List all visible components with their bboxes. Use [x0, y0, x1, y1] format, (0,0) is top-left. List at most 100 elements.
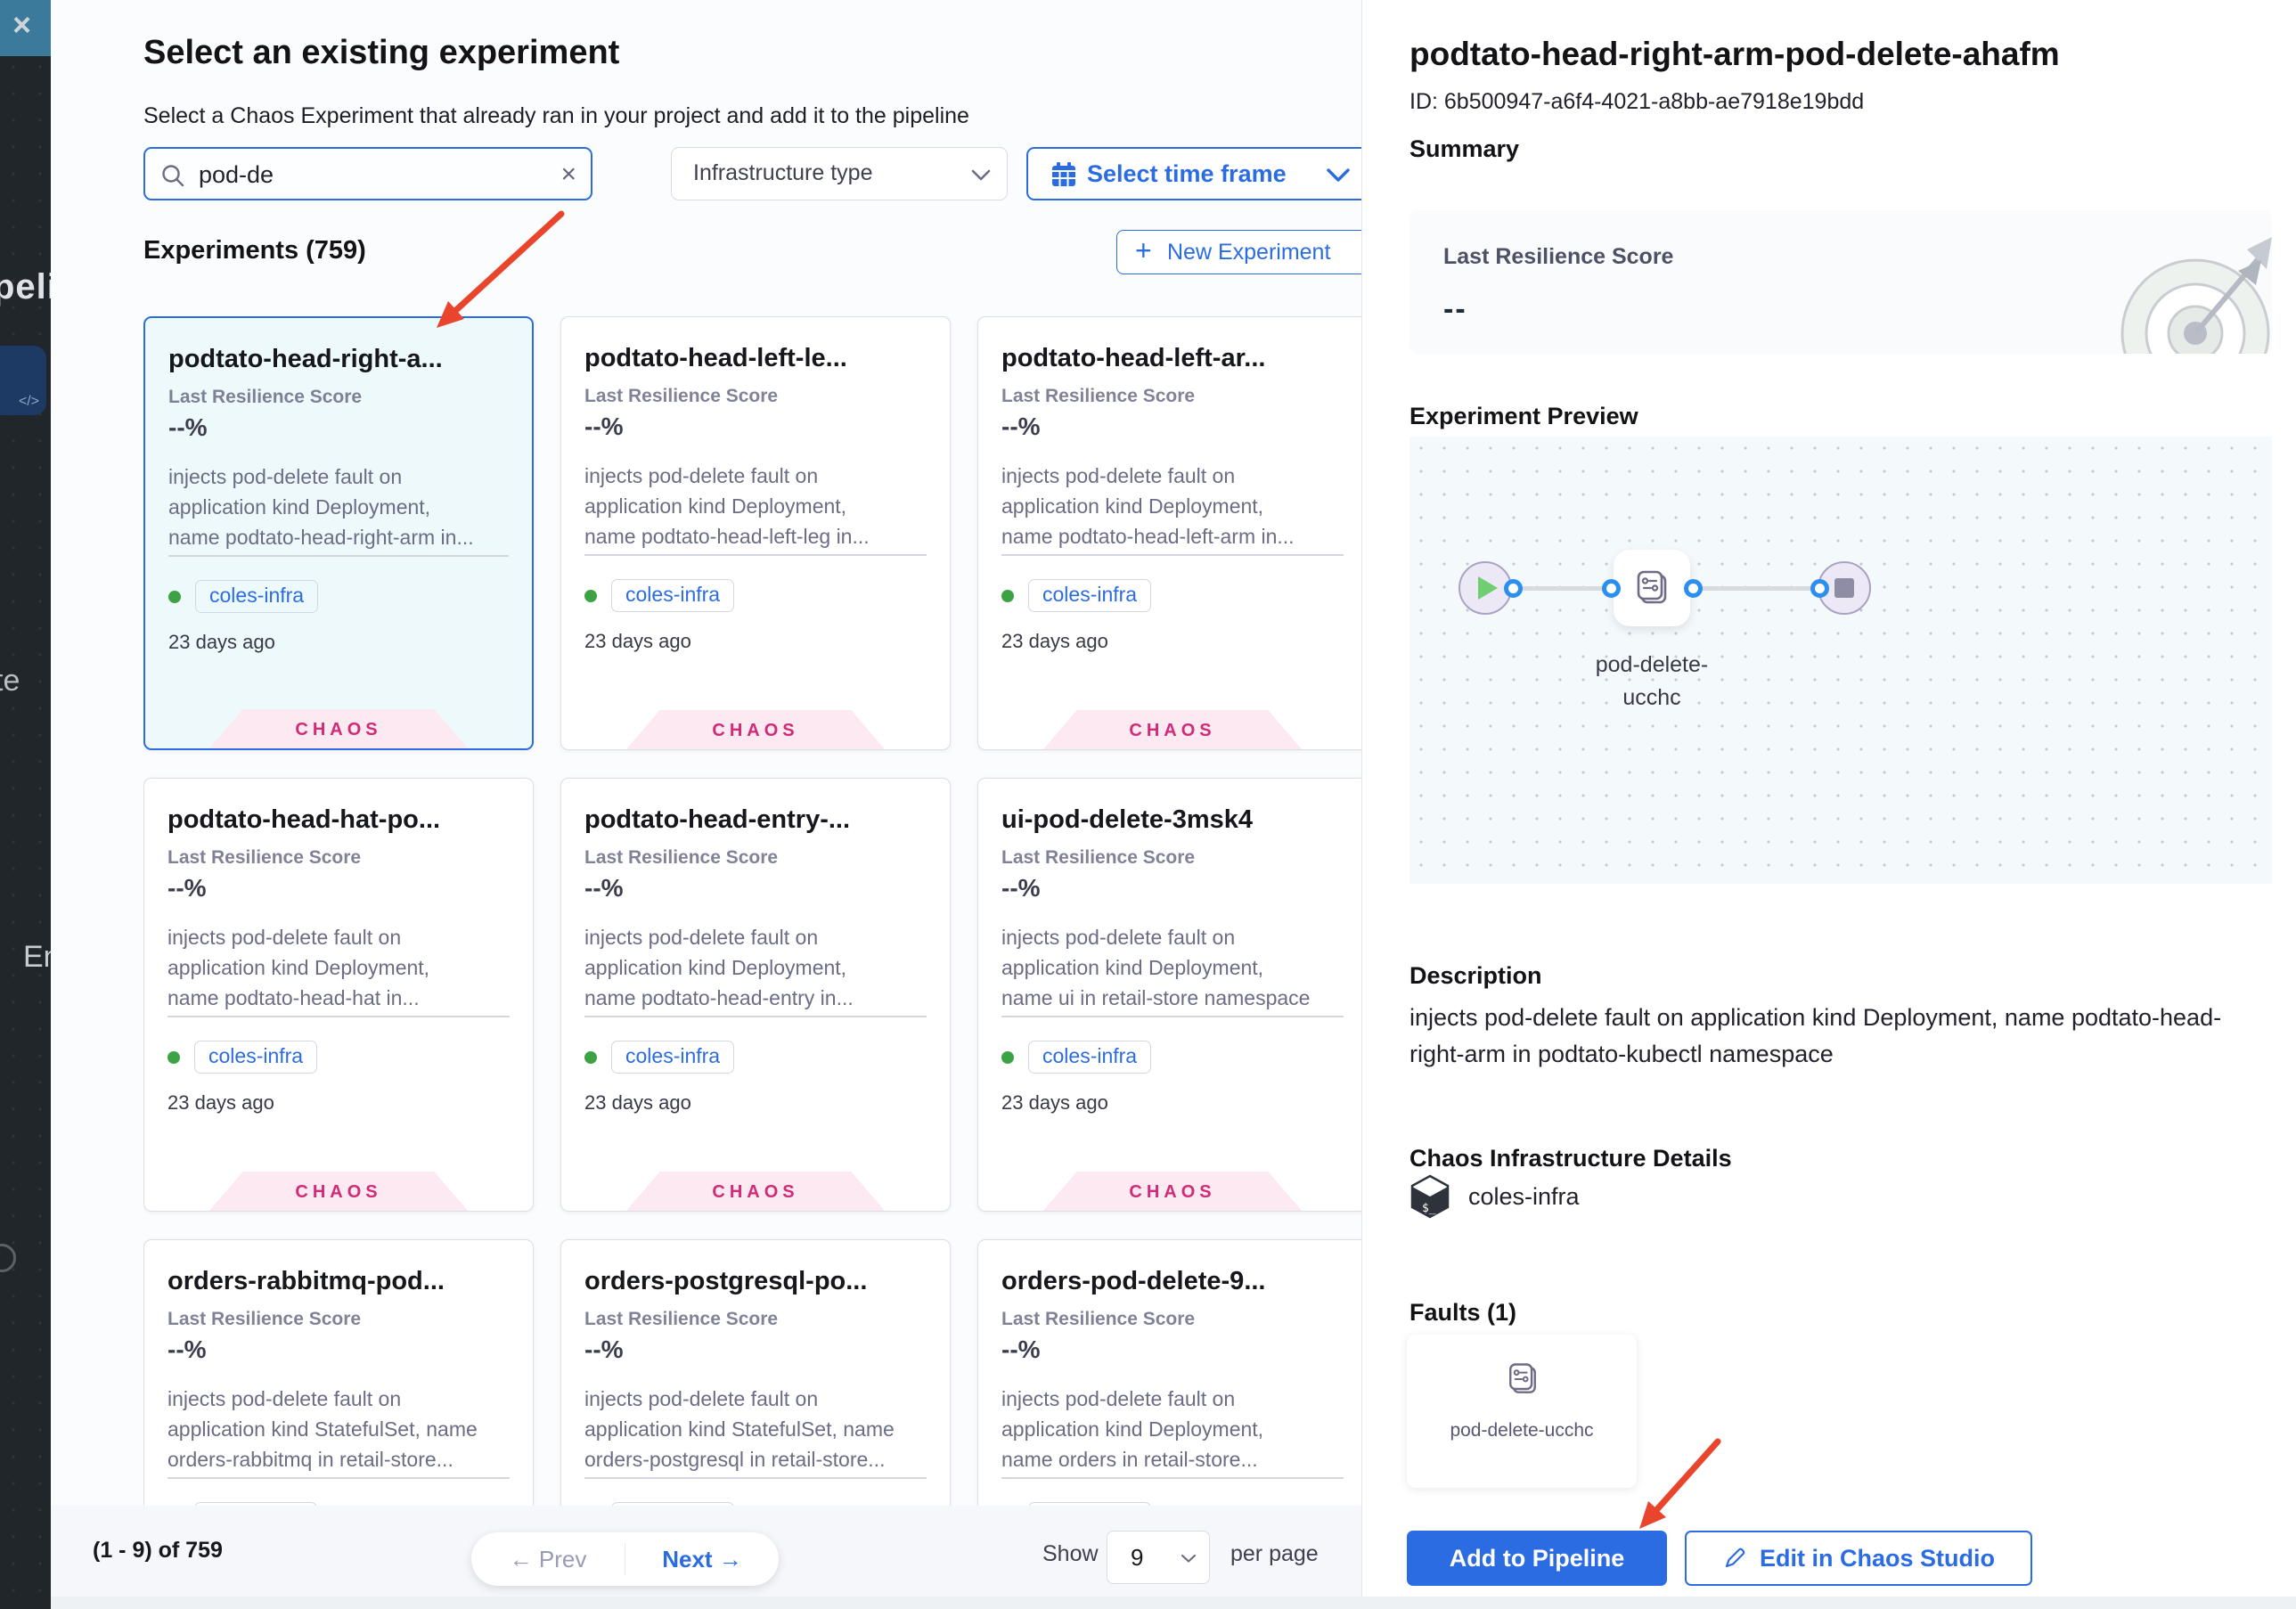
experiment-card-title: podtato-head-right-a...: [168, 345, 443, 373]
faults-heading: Faults (1): [1409, 1299, 1517, 1326]
play-icon: [1478, 576, 1498, 600]
add-to-pipeline-button[interactable]: Add to Pipeline: [1407, 1531, 1667, 1586]
pagination-pill: ← Prev Next →: [471, 1532, 779, 1586]
background-text-te: te: [0, 664, 20, 698]
target-illustration: [2097, 233, 2272, 354]
fault-node-label: pod-delete- ucchc: [1595, 652, 1709, 710]
status-dot-icon: [584, 1050, 597, 1064]
description-text: injects pod-delete fault on application …: [1409, 1004, 2222, 1067]
card-infra-row: coles-infra: [168, 1041, 510, 1074]
card-score-label: Last Resilience Score: [584, 847, 779, 868]
new-experiment-label: New Experiment: [1167, 240, 1331, 265]
infrastructure-type-label: Infrastructure type: [693, 160, 873, 185]
card-score-value: --%: [1001, 1335, 1041, 1363]
card-score-value: --%: [1001, 874, 1041, 902]
experiment-card-title: podtato-head-left-ar...: [1001, 344, 1266, 372]
card-timestamp: 23 days ago: [1001, 630, 1108, 652]
chaos-badge: CHAOS: [209, 1172, 468, 1211]
experiment-card-8[interactable]: orders-postgresql-po... Last Resilience …: [560, 1239, 951, 1506]
fault-card[interactable]: pod-delete-ucchc: [1407, 1335, 1637, 1488]
modal-title: Select an existing experiment: [143, 34, 620, 71]
fault-name: pod-delete-ucchc: [1450, 1420, 1594, 1441]
port-dot: [1504, 579, 1523, 598]
infra-chip[interactable]: coles-infra: [1028, 1041, 1152, 1074]
search-box[interactable]: ×: [143, 147, 592, 200]
experiment-preview-canvas[interactable]: pod-delete- ucchc: [1409, 437, 2272, 884]
score-value: --: [1443, 292, 1467, 326]
card-score-value: --%: [168, 1335, 207, 1363]
card-infra-row: coles-infra: [1001, 1502, 1344, 1506]
chevron-down-icon: [1181, 1554, 1197, 1563]
next-page-button[interactable]: Next →: [662, 1546, 742, 1572]
edit-in-chaos-studio-button[interactable]: Edit in Chaos Studio: [1685, 1531, 2032, 1586]
plus-icon: +: [1135, 234, 1152, 266]
fault-node[interactable]: [1614, 550, 1690, 626]
experiment-card-6[interactable]: ui-pod-delete-3msk4 Last Resilience Scor…: [977, 778, 1368, 1212]
card-description: injects pod-delete fault on application k…: [1001, 922, 1344, 1017]
background-pipeline-text: peli: [0, 267, 58, 306]
experiment-card-4[interactable]: podtato-head-hat-po... Last Resilience S…: [143, 778, 534, 1212]
new-experiment-button[interactable]: + New Experiment: [1116, 230, 1369, 274]
card-infra-row: coles-infra: [1001, 579, 1344, 612]
card-score-label: Last Resilience Score: [584, 386, 779, 406]
page-size-value: 9: [1131, 1544, 1144, 1571]
card-infra-row: coles-infra: [168, 1502, 510, 1506]
card-description: injects pod-delete fault on application k…: [168, 922, 510, 1017]
select-time-frame-button[interactable]: Select time frame: [1026, 147, 1369, 200]
chevron-down-icon: [971, 169, 991, 181]
fault-icon: [1509, 1363, 1536, 1393]
card-score-label: Last Resilience Score: [168, 1309, 362, 1329]
infrastructure-row: $_ coles-infra: [1409, 1174, 1580, 1219]
experiment-list-panel: Select an existing experiment Select a C…: [51, 0, 1369, 1609]
experiment-id: ID: 6b500947-a6f4-4021-a8bb-ae7918e19bdd: [1409, 89, 1865, 114]
chaos-badge: CHAOS: [1043, 710, 1302, 749]
show-label: Show: [1042, 1541, 1099, 1566]
card-description: injects pod-delete fault on application k…: [584, 922, 927, 1017]
card-score-label: Last Resilience Score: [168, 847, 362, 868]
infra-chip[interactable]: coles-infra: [611, 579, 735, 612]
modal-close-button[interactable]: ×: [0, 0, 51, 56]
experiment-card-9[interactable]: orders-pod-delete-9... Last Resilience S…: [977, 1239, 1368, 1506]
card-infra-row: coles-infra: [1001, 1041, 1344, 1074]
experiment-card-title: orders-rabbitmq-pod...: [168, 1267, 445, 1295]
page-size-select[interactable]: 9: [1107, 1531, 1210, 1584]
infrastructure-icon: $_: [1410, 1174, 1450, 1219]
card-score-value: --%: [584, 1335, 624, 1363]
experiment-card-5[interactable]: podtato-head-entry-... Last Resilience S…: [560, 778, 951, 1212]
experiment-card-3[interactable]: podtato-head-left-ar... Last Resilience …: [977, 316, 1368, 750]
search-clear-icon[interactable]: ×: [560, 159, 576, 189]
infra-chip[interactable]: coles-infra: [194, 1041, 318, 1074]
port-dot: [1810, 579, 1829, 598]
experiment-title: podtato-head-right-arm-pod-delete-ahafm: [1409, 36, 2060, 72]
experiment-card-7[interactable]: orders-rabbitmq-pod... Last Resilience S…: [143, 1239, 534, 1506]
experiment-card-1[interactable]: podtato-head-right-a... Last Resilience …: [143, 316, 534, 750]
pagination-footer: (1 - 9) of 759 ← Prev Next → Show 9 per …: [51, 1506, 1361, 1609]
experiment-card-2[interactable]: podtato-head-left-le... Last Resilience …: [560, 316, 951, 750]
card-description: injects pod-delete fault on application k…: [584, 461, 927, 556]
connector-line: [1513, 586, 1620, 591]
experiment-cards-grid: podtato-head-right-a... Last Resilience …: [143, 316, 1368, 1506]
score-label: Last Resilience Score: [1443, 244, 1674, 269]
infra-chip[interactable]: coles-infra: [611, 1041, 735, 1074]
fault-icon: [1637, 570, 1667, 604]
card-timestamp: 23 days ago: [168, 1091, 274, 1114]
stop-icon: [1834, 578, 1854, 598]
start-node[interactable]: [1458, 561, 1512, 615]
card-description: injects pod-delete fault on application k…: [1001, 461, 1344, 556]
infrastructure-type-select[interactable]: Infrastructure type: [671, 147, 1008, 200]
status-dot-icon: [168, 1050, 180, 1064]
svg-text:$_: $_: [1422, 1202, 1436, 1215]
card-description: injects pod-delete fault on application k…: [584, 1384, 927, 1479]
port-dot: [1602, 579, 1621, 598]
card-score-label: Last Resilience Score: [1001, 386, 1196, 406]
infra-chip[interactable]: coles-infra: [1028, 579, 1152, 612]
description-heading: Description: [1409, 962, 1542, 989]
infra-chip[interactable]: coles-infra: [195, 580, 319, 613]
infrastructure-heading: Chaos Infrastructure Details: [1409, 1145, 1732, 1172]
edit-button-label: Edit in Chaos Studio: [1760, 1544, 1995, 1572]
calendar-icon: [1050, 160, 1078, 193]
prev-page-button[interactable]: ← Prev: [471, 1543, 625, 1575]
search-input[interactable]: [197, 154, 539, 195]
connector-line: [1695, 586, 1828, 591]
